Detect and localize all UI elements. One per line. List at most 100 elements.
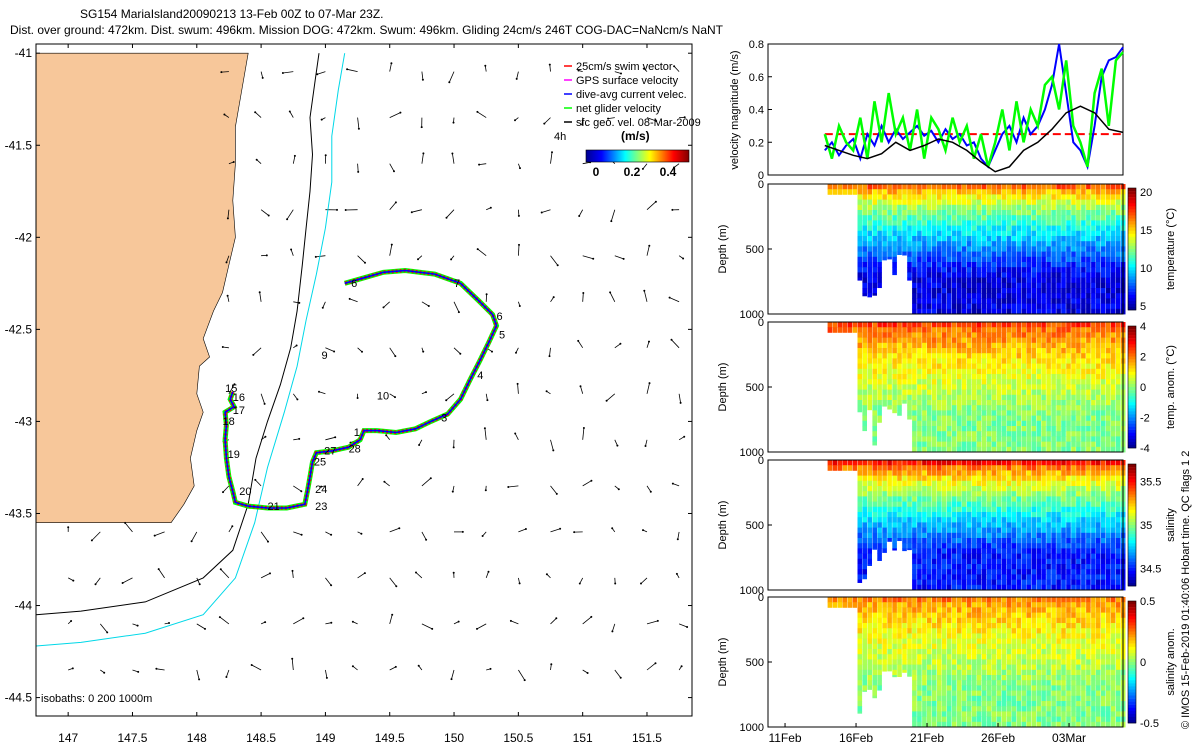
section-cell	[946, 426, 952, 432]
section-cell	[1101, 465, 1106, 471]
section-cell	[1051, 267, 1056, 273]
section-cell	[991, 384, 997, 390]
sfc-velocity-vector	[550, 152, 553, 164]
section-cell	[932, 230, 937, 237]
section-cell	[951, 337, 957, 344]
section-cell	[892, 368, 897, 375]
section-cell	[1001, 308, 1007, 315]
section-cell	[862, 189, 867, 195]
section-colorbar-step	[1128, 518, 1136, 523]
section-cell	[837, 602, 843, 608]
section-cell	[1031, 236, 1036, 242]
section-cell	[932, 220, 937, 226]
section-cell	[1091, 230, 1096, 237]
section-cell	[1001, 446, 1007, 453]
section-cell	[1081, 251, 1086, 258]
section-cell	[1076, 220, 1081, 226]
section-cell	[1041, 431, 1046, 437]
section-cell	[937, 617, 942, 624]
section-cell	[1115, 277, 1121, 284]
section-cell	[882, 184, 887, 190]
sfc-velocity-vector	[421, 531, 427, 540]
section-cell	[1066, 532, 1071, 539]
section-cell	[1061, 470, 1066, 476]
section-cell	[991, 272, 997, 278]
section-cell	[1101, 298, 1106, 304]
section-cell	[966, 553, 972, 560]
section-cell	[1051, 256, 1056, 263]
section-cell	[927, 623, 932, 629]
section-cell	[1031, 288, 1036, 294]
section-cell	[922, 272, 927, 278]
section-cell	[1096, 486, 1101, 492]
section-cell	[1051, 470, 1056, 476]
section-cell	[1021, 353, 1027, 359]
section-cell	[937, 675, 942, 681]
section-cell	[1056, 486, 1061, 492]
section-cell	[1115, 342, 1121, 349]
section-cell	[912, 262, 917, 268]
section-cell	[937, 210, 942, 216]
section-cell	[1001, 486, 1007, 492]
section-cell	[946, 460, 952, 466]
section-cell	[922, 574, 927, 580]
map-ytick-label: -41.5	[5, 138, 33, 152]
section-cell	[1081, 460, 1086, 466]
section-cell	[907, 538, 912, 544]
section-cell	[1061, 308, 1066, 315]
section-cell	[956, 405, 962, 411]
section-cell	[867, 241, 872, 247]
section-cell	[966, 384, 972, 390]
section-cell	[937, 327, 942, 333]
section-cell	[932, 633, 937, 639]
section-cell	[922, 225, 927, 232]
section-cell	[1026, 410, 1031, 416]
section-cell	[1056, 460, 1061, 466]
section-cell	[1071, 441, 1076, 448]
sfc-velocity-vector	[614, 255, 624, 260]
section-cell	[1106, 491, 1111, 497]
section-cell	[932, 215, 937, 221]
sfc-velocity-arrowhead	[476, 627, 478, 630]
section-cell	[1041, 506, 1046, 513]
section-cell	[996, 548, 1002, 554]
section-cell	[932, 384, 937, 390]
section-cell	[1001, 184, 1007, 190]
section-cell	[1021, 288, 1027, 294]
section-cell	[927, 669, 932, 676]
section-cell	[951, 342, 957, 349]
section-cell	[872, 654, 877, 660]
section-cell	[1091, 189, 1096, 195]
section-cell	[922, 446, 927, 453]
section-cell	[912, 277, 917, 284]
section-cell	[1106, 230, 1111, 237]
section-cell	[862, 241, 867, 247]
section-cell	[971, 282, 977, 289]
section-cell	[927, 431, 932, 437]
section-cell	[922, 441, 927, 448]
sfc-velocity-vector	[290, 249, 294, 256]
section-cell	[971, 522, 977, 528]
section-cell	[1031, 267, 1036, 273]
section-cell	[1056, 389, 1061, 396]
section-cell	[1066, 230, 1071, 237]
section-cell	[907, 363, 912, 370]
section-cell	[966, 446, 972, 453]
section-cell	[1096, 584, 1101, 591]
section-cell	[1076, 246, 1081, 252]
section-cell	[1026, 470, 1031, 476]
section-cell	[1106, 251, 1111, 258]
section-cell	[912, 602, 917, 608]
section-cell	[927, 236, 932, 242]
section-cell	[902, 342, 907, 349]
sfc-velocity-vector	[226, 669, 230, 678]
sfc-velocity-vector	[669, 297, 680, 303]
section-cell	[912, 337, 917, 344]
section-cell	[1026, 184, 1031, 190]
section-cell	[971, 332, 977, 338]
section-cell	[986, 348, 992, 354]
section-cell	[1016, 189, 1022, 195]
section-cell	[1006, 527, 1012, 534]
sfc-velocity-arrowhead	[556, 264, 559, 267]
section-cell	[1071, 262, 1076, 268]
